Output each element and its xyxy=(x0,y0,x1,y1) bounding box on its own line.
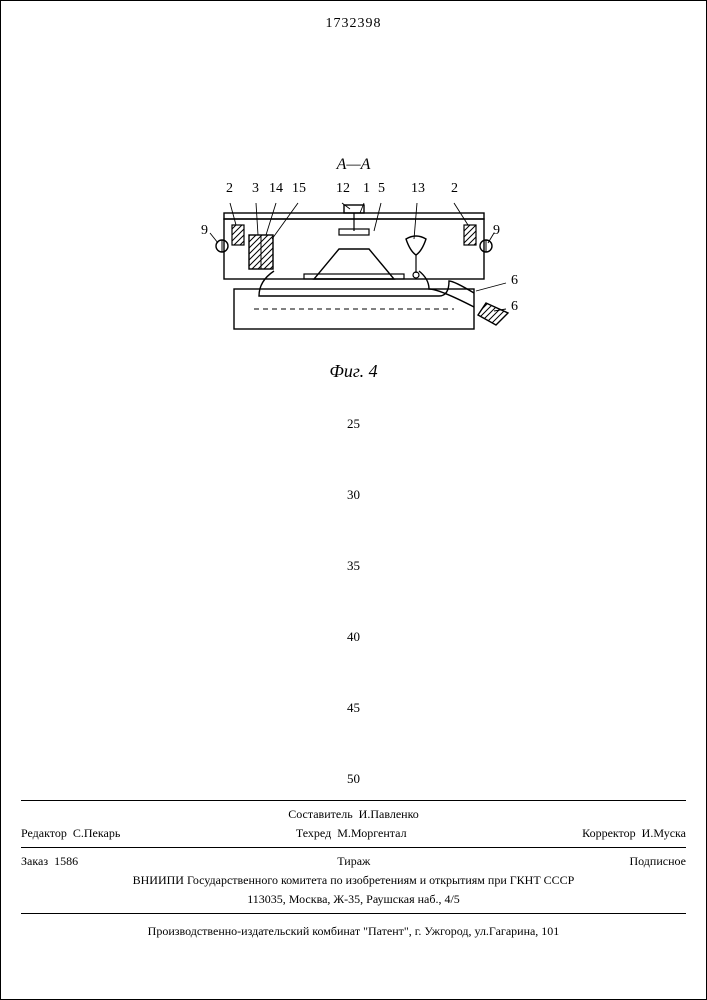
callout-15: 15 xyxy=(292,181,306,197)
callout-1: 1 xyxy=(363,181,370,197)
line-num-40: 40 xyxy=(347,629,360,645)
line-num-30: 30 xyxy=(347,487,360,503)
callout-2b: 2 xyxy=(451,181,458,197)
divider xyxy=(21,800,686,801)
callout-9a: 9 xyxy=(201,223,208,239)
editor-label: Редактор xyxy=(21,826,67,840)
line-num-50: 50 xyxy=(347,771,360,787)
tirage-label: Тираж xyxy=(337,854,370,869)
line-numbers-column: 25 30 35 40 45 50 xyxy=(347,416,360,842)
subscription-label: Подписное xyxy=(629,854,686,869)
callout-6b: 6 xyxy=(511,299,518,315)
callout-14: 14 xyxy=(269,181,283,197)
divider xyxy=(21,913,686,914)
callout-2a: 2 xyxy=(226,181,233,197)
line-num-25: 25 xyxy=(347,416,360,432)
line-num-35: 35 xyxy=(347,558,360,574)
printer-line: Производственно-издательский комбинат "П… xyxy=(21,918,686,939)
techred-name: М.Моргентал xyxy=(337,826,406,840)
corrector-label: Корректор xyxy=(582,826,636,840)
compiler-label: Составитель xyxy=(288,807,352,821)
corrector-name: И.Муска xyxy=(642,826,686,840)
order-number: 1586 xyxy=(54,854,78,868)
callout-6a: 6 xyxy=(511,273,518,289)
figure-caption: Фиг. 4 xyxy=(329,361,377,382)
line-num-45: 45 xyxy=(347,700,360,716)
techred-label: Техред xyxy=(296,826,331,840)
figure-4 xyxy=(164,171,544,371)
institute-name: ВНИИПИ Государственного комитета по изоб… xyxy=(21,871,686,890)
callout-5: 5 xyxy=(378,181,385,197)
callout-9b: 9 xyxy=(493,223,500,239)
colophon-block: Составитель И.Павленко Редактор С.Пекарь… xyxy=(21,796,686,939)
callout-13: 13 xyxy=(411,181,425,197)
callout-12: 12 xyxy=(336,181,350,197)
callout-3: 3 xyxy=(252,181,259,197)
divider xyxy=(21,847,686,848)
document-number: 1732398 xyxy=(326,16,382,32)
order-label: Заказ xyxy=(21,854,48,868)
institute-address: 113035, Москва, Ж-35, Раушская наб., 4/5 xyxy=(21,890,686,909)
compiler-name: И.Павленко xyxy=(359,807,419,821)
editor-name: С.Пекарь xyxy=(73,826,120,840)
